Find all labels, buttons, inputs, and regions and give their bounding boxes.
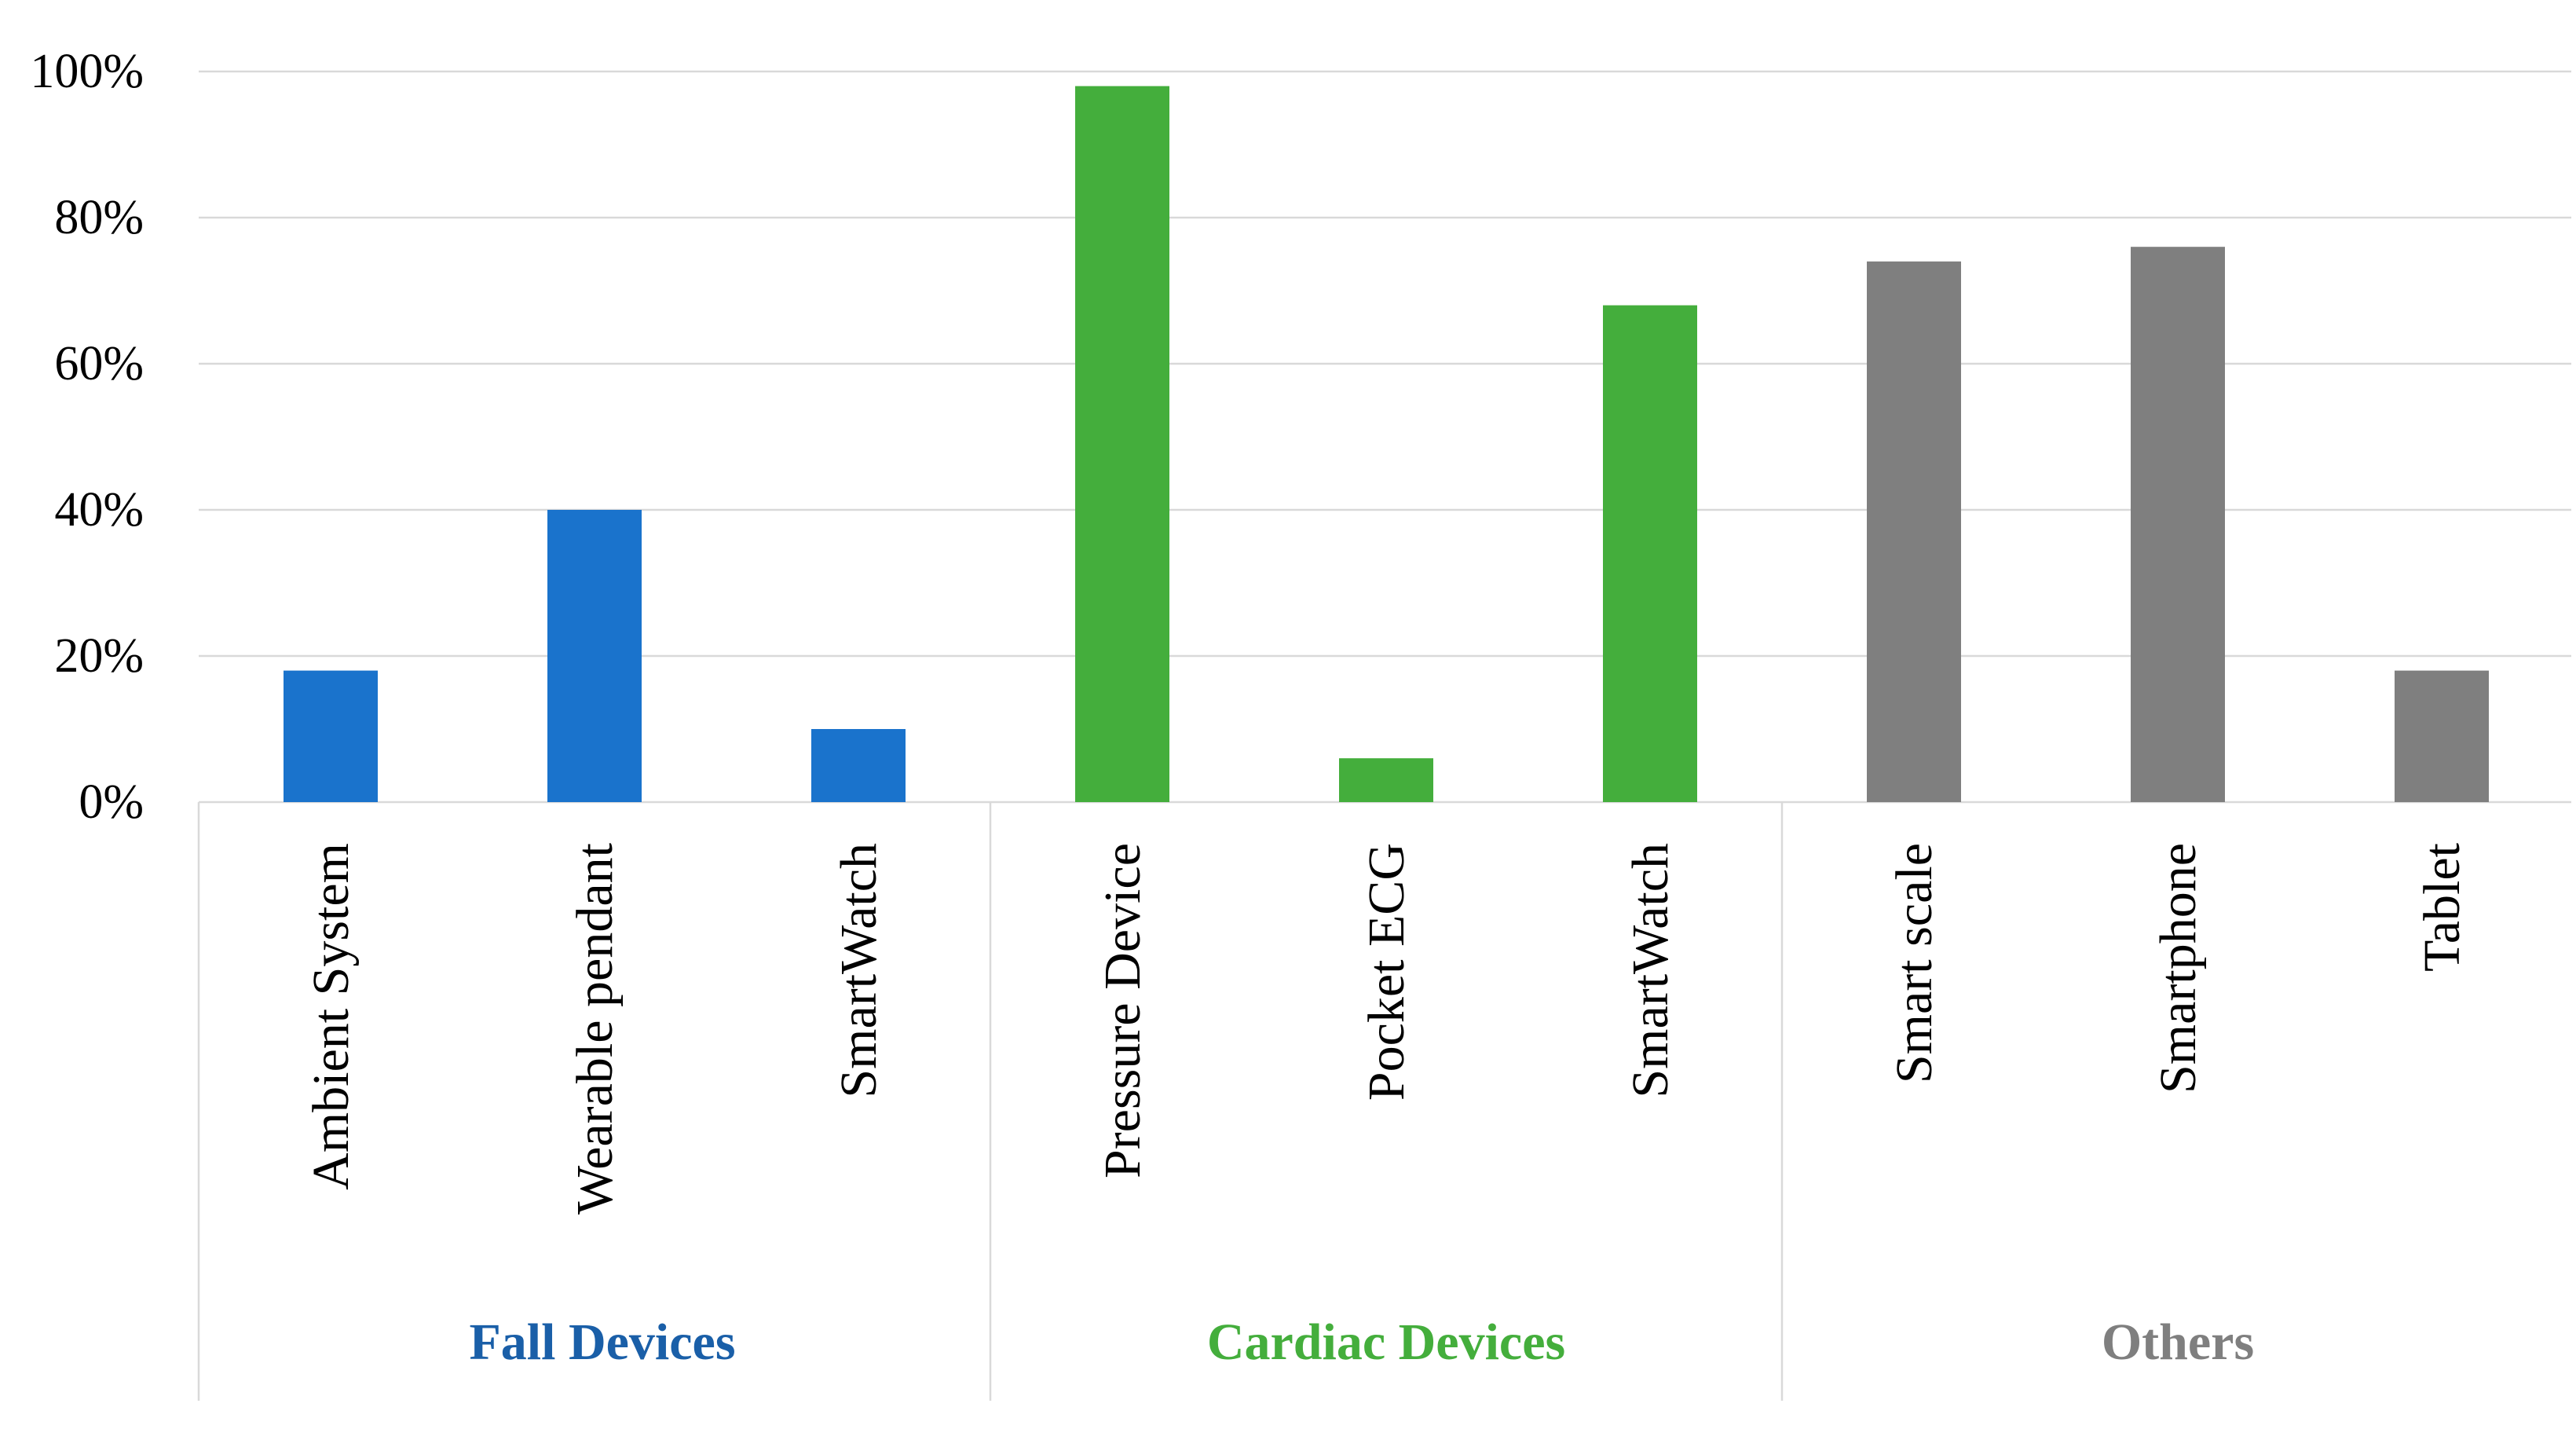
group-separators — [197, 802, 1784, 1401]
y-tick-label: 0% — [79, 775, 144, 829]
bars — [284, 86, 2489, 803]
y-tick-label: 40% — [54, 483, 144, 537]
y-tick-label: 80% — [54, 191, 144, 244]
bar-pressure-device — [1075, 86, 1169, 803]
y-axis-tick-labels: 0% 20% 40% 60% 80% 100% — [30, 45, 144, 829]
category-labels: Ambient System Wearable pendant SmartWatch… — [302, 843, 2471, 1215]
group-label-fall-devices: Fall Devices — [469, 1314, 735, 1371]
bar-pocket-ecg — [1339, 758, 1433, 802]
y-tick-label: 60% — [54, 337, 144, 390]
group-label-cardiac-devices: Cardiac Devices — [1207, 1314, 1565, 1371]
group-labels: Fall Devices Cardiac Devices Others — [469, 1314, 2254, 1371]
bar-ambient-system — [284, 670, 378, 802]
y-tick-label: 20% — [54, 629, 144, 683]
x-category-label: Smart scale — [1886, 843, 1943, 1083]
x-category-label: Wearable pendant — [566, 843, 624, 1215]
bar-smartwatch — [1603, 305, 1697, 803]
bar-smartphone — [2131, 247, 2225, 802]
x-category-label: SmartWatch — [830, 843, 887, 1098]
y-tick-label: 100% — [30, 45, 144, 98]
bar-tablet — [2395, 670, 2489, 802]
x-category-label: Tablet — [2413, 843, 2471, 972]
x-category-label: Smartphone — [2150, 843, 2207, 1094]
x-category-label: SmartWatch — [1622, 843, 1679, 1098]
x-category-label: Pocket ECG — [1358, 843, 1415, 1101]
x-category-label: Pressure Device — [1094, 843, 1151, 1178]
bar-smart-scale — [1867, 261, 1961, 802]
x-category-label: Ambient System — [302, 843, 360, 1190]
bar-smartwatch — [811, 729, 906, 802]
group-label-others: Others — [2102, 1314, 2254, 1371]
bar-wearable-pendant — [547, 510, 642, 802]
